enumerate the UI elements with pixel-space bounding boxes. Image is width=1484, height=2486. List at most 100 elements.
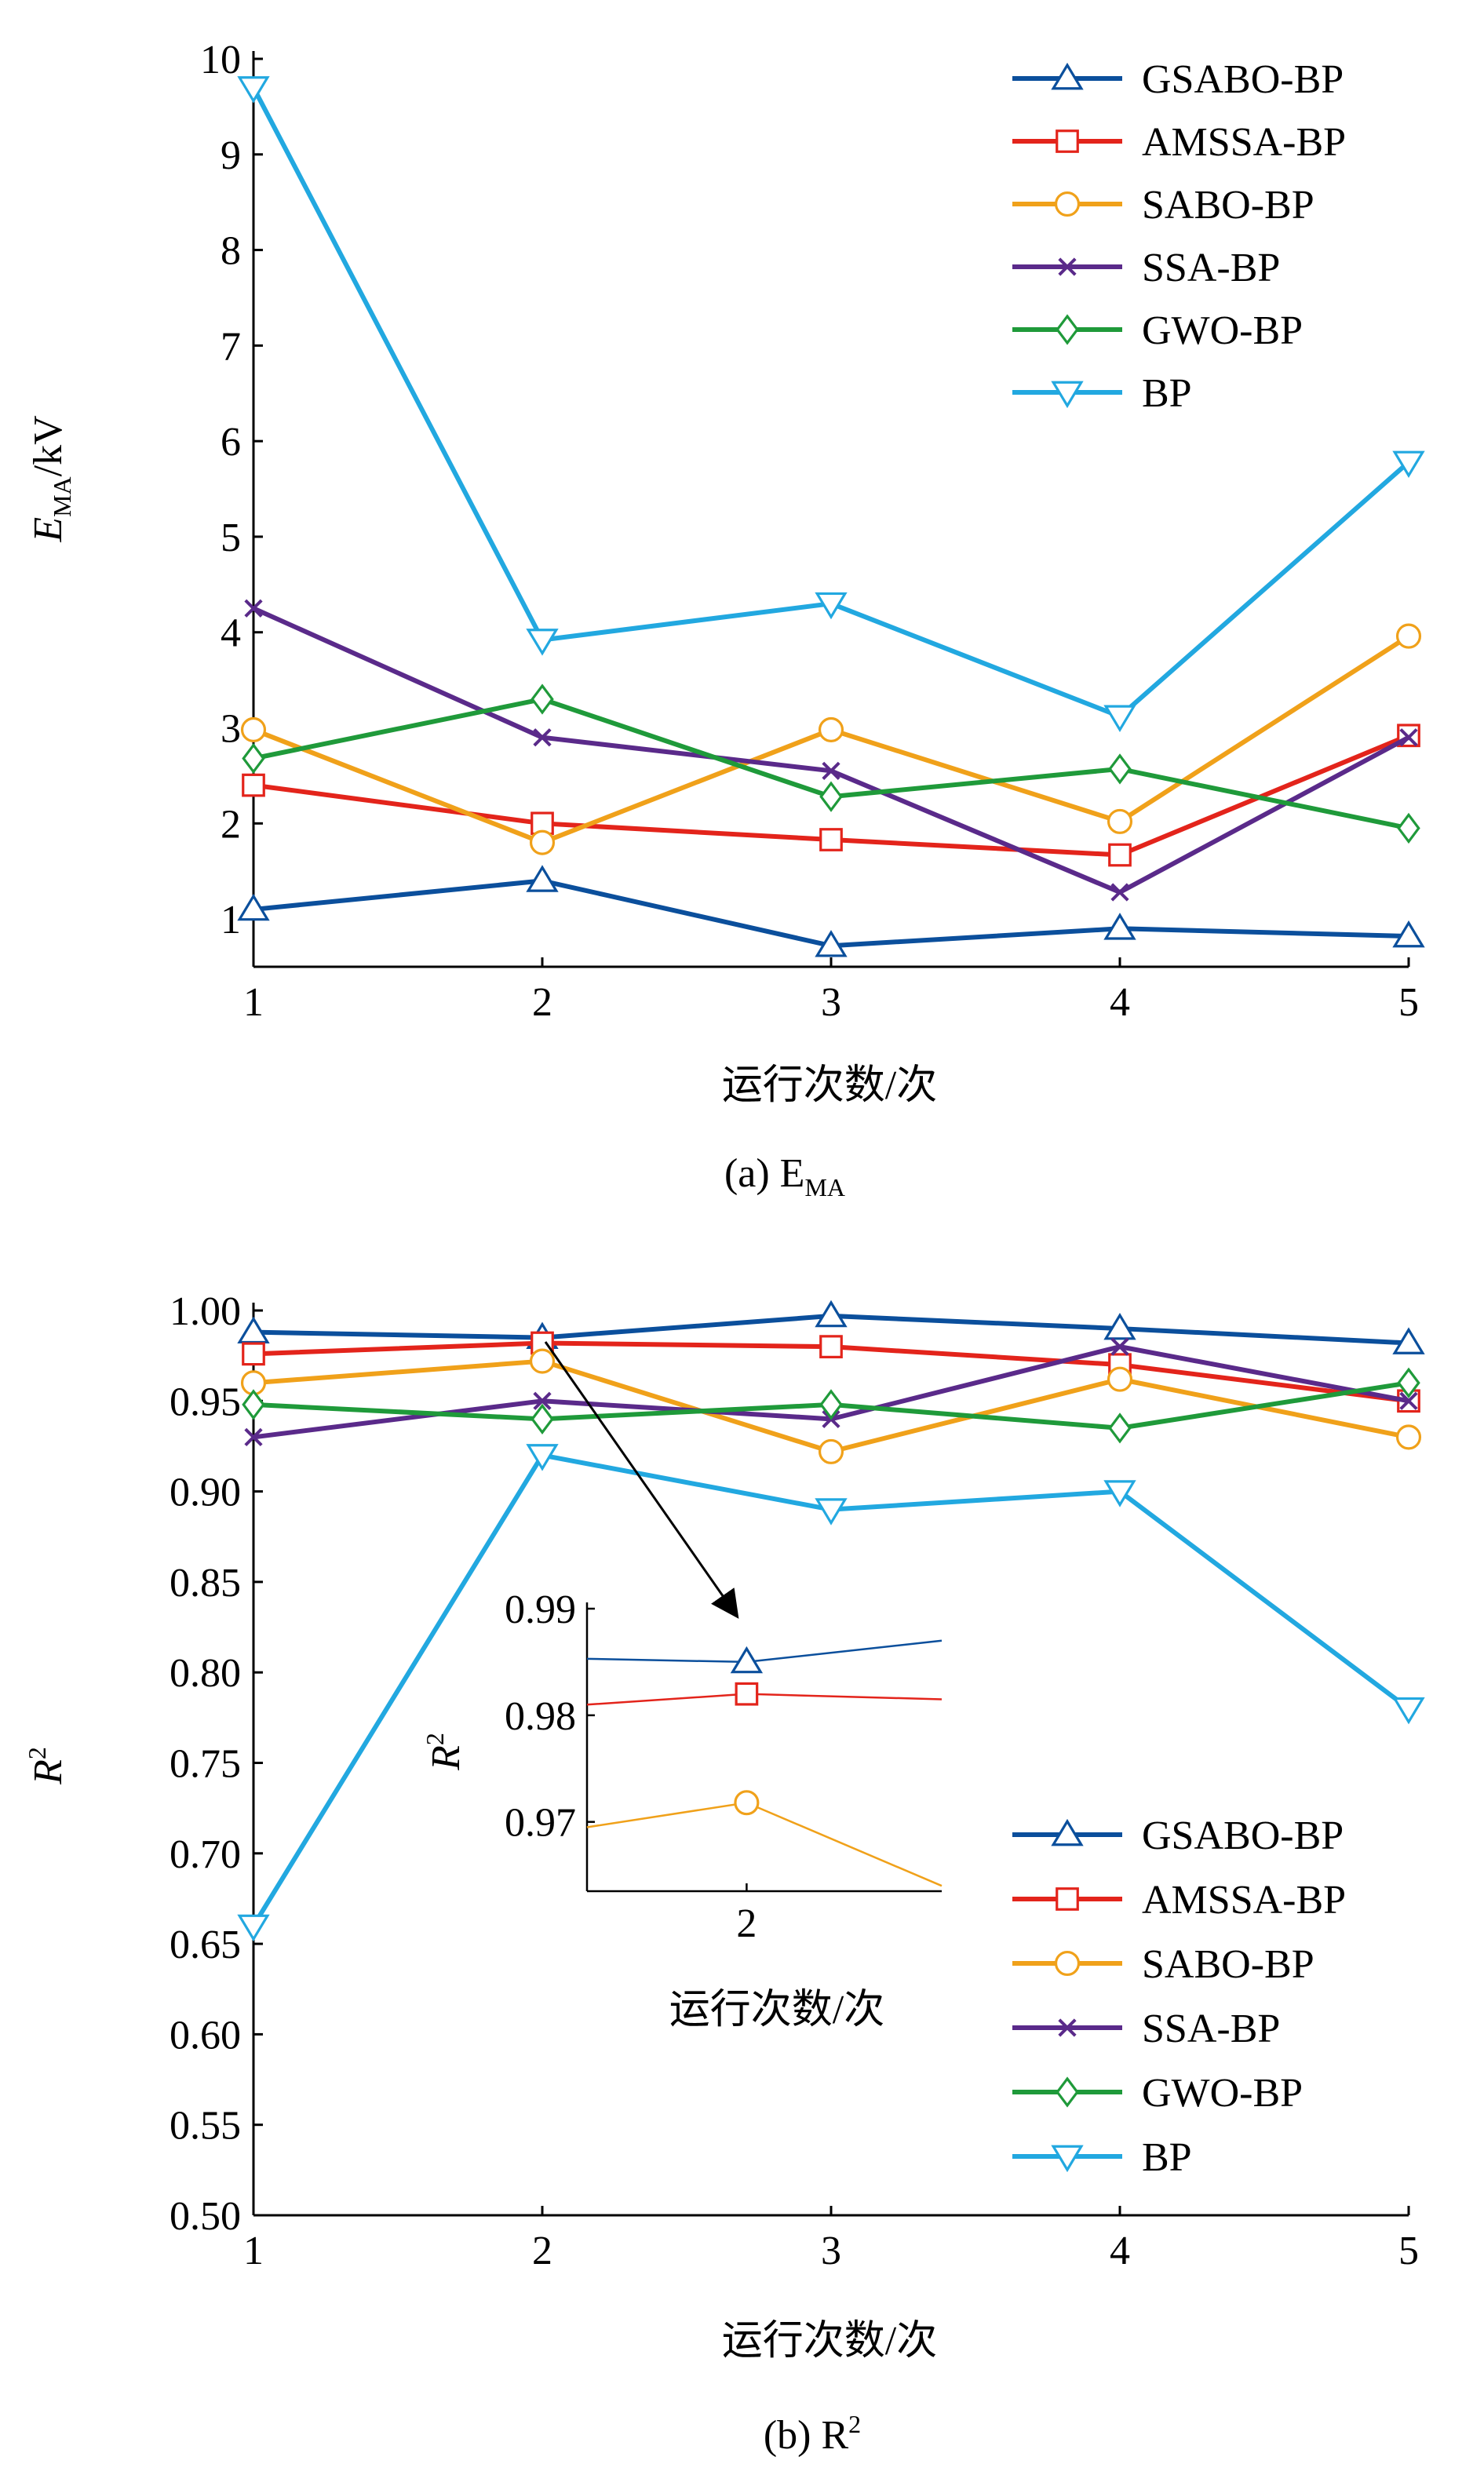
series-sabo-bp xyxy=(240,623,1422,855)
legend-marker xyxy=(1054,191,1081,217)
series-amssa-bp xyxy=(242,724,1420,867)
series-gsabo-bp xyxy=(237,865,1425,957)
ema-panel-caption: (a) EMA xyxy=(724,1151,845,1201)
r2-x-ticks: 1 2 3 4 5 xyxy=(243,2206,1419,2273)
legend-item-gwo-bp: GWO-BP xyxy=(1012,308,1303,353)
y-tick-label: 2 xyxy=(221,802,241,847)
data-point-bp xyxy=(815,1498,848,1526)
y-tick-label: 10 xyxy=(200,38,241,82)
data-point-gwo-bp xyxy=(1397,812,1420,844)
data-point-bp xyxy=(526,629,559,656)
inset-x-tick-label: 2 xyxy=(736,1901,757,1946)
data-point-gwo-bp xyxy=(531,1403,554,1435)
data-point-gwo-bp xyxy=(242,742,265,775)
r2-inset-zoom: 0.97 0.98 0.99 2 R2 运行次数/次 xyxy=(421,1587,943,2032)
inset-y-tick-label: 0.97 xyxy=(505,1801,576,1846)
legend-label: SABO-BP xyxy=(1142,1942,1314,1987)
data-point-sabo-bp xyxy=(818,716,844,743)
inset-y-tick-label: 0.98 xyxy=(505,1694,576,1739)
zoom-arrow xyxy=(544,1341,739,1619)
data-point-sabo-bp xyxy=(818,1438,844,1464)
x-tick-label: 5 xyxy=(1398,980,1419,1025)
legend-label: BP xyxy=(1142,2135,1192,2180)
y-tick-label: 9 xyxy=(221,133,241,178)
y-tick-label: 0.55 xyxy=(170,2104,241,2149)
legend-item-sabo-bp: SABO-BP xyxy=(1012,1942,1314,1987)
inset-x-axis-label: 运行次数/次 xyxy=(669,1988,884,2032)
r2-x-axis-label: 运行次数/次 xyxy=(722,2319,937,2364)
data-point-sabo-bp xyxy=(529,829,556,855)
data-point-gwo-bp xyxy=(531,683,554,715)
data-point-bp xyxy=(1392,450,1425,479)
ema-y-axis-label: EMA/kV xyxy=(26,415,76,542)
r2-legend: GSABO-BP AMSSA-BP SABO-BP SSA-BP GWO-BP BP xyxy=(1012,1813,1346,2180)
data-point-amssa-bp xyxy=(242,1342,265,1366)
y-tick-label: 1 xyxy=(221,898,241,942)
legend-item-amssa-bp: AMSSA-BP xyxy=(1012,120,1346,165)
y-tick-label: 0.95 xyxy=(170,1380,241,1424)
data-point-sabo-bp xyxy=(240,716,267,743)
legend-item-gwo-bp: GWO-BP xyxy=(1012,2071,1303,2116)
legend-item-gsabo-bp: GSABO-BP xyxy=(1012,1813,1344,1858)
data-point-gwo-bp xyxy=(819,1389,843,1420)
legend-marker xyxy=(1051,381,1084,409)
y-tick-label: 0.70 xyxy=(170,1832,241,1877)
r2-series-group xyxy=(237,1300,1425,1942)
y-tick-label: 0.65 xyxy=(170,1923,241,1967)
ema-x-ticks: 1 2 3 4 5 xyxy=(243,957,1419,1025)
data-point-ssa-bp xyxy=(533,1391,552,1410)
legend-label: AMSSA-BP xyxy=(1142,120,1346,165)
legend-marker xyxy=(1056,314,1079,345)
legend-item-sabo-bp: SABO-BP xyxy=(1012,183,1314,228)
series-gwo-bp xyxy=(242,683,1420,844)
legend-marker xyxy=(1058,2018,1077,2037)
data-point-gwo-bp xyxy=(242,1389,265,1420)
legend-marker xyxy=(1051,1818,1084,1846)
legend-label: GWO-BP xyxy=(1142,2071,1303,2116)
legend-item-amssa-bp: AMSSA-BP xyxy=(1012,1878,1346,1923)
data-point-gwo-bp xyxy=(819,781,843,812)
legend-item-bp: BP xyxy=(1012,371,1192,416)
inset-series-line-amssa-bp xyxy=(586,1693,943,1706)
data-point-ssa-bp xyxy=(244,1427,263,1447)
data-point-sabo-bp xyxy=(1107,808,1133,834)
inset-data-point-amssa-bp xyxy=(735,1682,759,1706)
legend-marker xyxy=(1051,62,1084,90)
r2-y-ticks: 0.50 0.55 0.60 0.65 0.70 0.75 0.80 0.85 0.90 0.95… xyxy=(170,1289,263,2239)
data-point-gwo-bp xyxy=(1108,1412,1132,1444)
data-point-gwo-bp xyxy=(1108,753,1132,785)
inset-series-line-gsabo-bp xyxy=(586,1639,943,1664)
series-ssa-bp xyxy=(244,599,1418,902)
data-point-bp xyxy=(1103,1480,1136,1507)
y-tick-label: 0.80 xyxy=(170,1651,241,1696)
x-tick-label: 2 xyxy=(532,980,552,1025)
data-point-sabo-bp xyxy=(529,1348,556,1374)
legend-label: GWO-BP xyxy=(1142,308,1303,353)
inset-series-group xyxy=(586,1639,943,1887)
y-tick-label: 0.60 xyxy=(170,2013,241,2058)
legend-marker xyxy=(1051,2145,1084,2173)
series-sabo-bp xyxy=(240,1348,1422,1464)
y-tick-label: 7 xyxy=(221,324,241,369)
y-tick-label: 0.75 xyxy=(170,1742,241,1787)
y-tick-label: 3 xyxy=(221,707,241,752)
y-tick-label: 0.90 xyxy=(170,1471,241,1515)
inset-axes-frame xyxy=(585,1602,942,1893)
legend-item-gsabo-bp: GSABO-BP xyxy=(1012,57,1344,102)
r2-y-axis-label: R2 xyxy=(23,1747,71,1785)
series-bp xyxy=(237,1444,1425,1942)
data-point-sabo-bp xyxy=(1395,623,1422,649)
data-point-gsabo-bp xyxy=(1392,920,1425,948)
data-point-amssa-bp xyxy=(242,773,265,797)
y-tick-label: 4 xyxy=(221,611,241,656)
y-tick-label: 6 xyxy=(221,420,241,465)
x-tick-label: 4 xyxy=(1110,980,1130,1025)
data-point-gsabo-bp xyxy=(1392,1327,1425,1354)
legend-label: GSABO-BP xyxy=(1142,1813,1344,1858)
data-point-ssa-bp xyxy=(1110,1337,1129,1356)
legend-marker xyxy=(1056,129,1079,153)
y-tick-label: 0.85 xyxy=(170,1561,241,1606)
data-point-amssa-bp xyxy=(819,1335,843,1358)
x-tick-label: 3 xyxy=(821,2229,841,2273)
